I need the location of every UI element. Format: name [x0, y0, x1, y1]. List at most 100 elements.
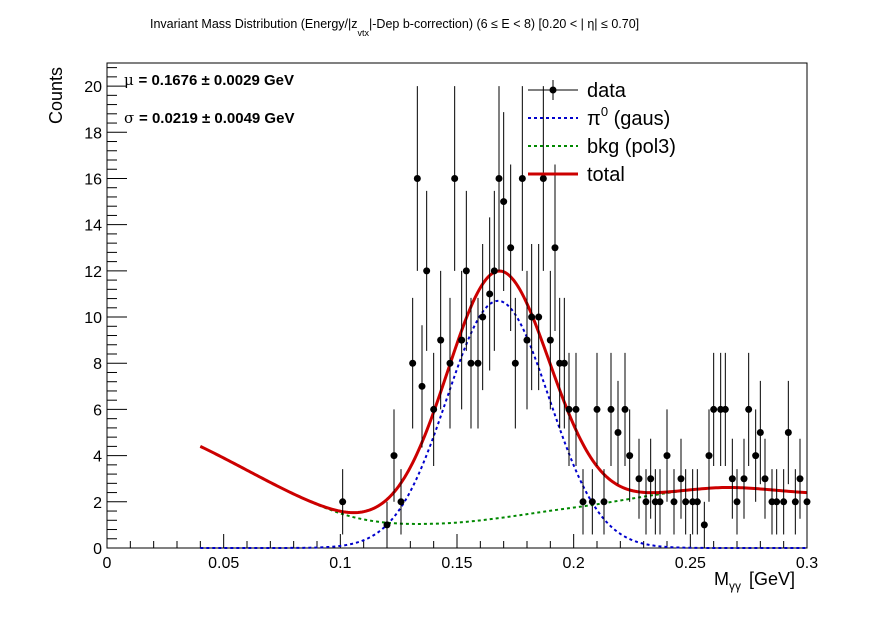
data-marker	[647, 475, 655, 483]
chart-title-main: Invariant Mass Distribution (Energy/|z	[150, 17, 358, 31]
data-point	[339, 469, 347, 535]
data-point	[796, 438, 804, 519]
y-tick-label: 2	[93, 495, 102, 512]
data-point	[663, 409, 671, 502]
data-marker	[437, 336, 445, 344]
data-point	[710, 352, 718, 467]
data-marker	[663, 452, 671, 460]
data-point	[430, 352, 438, 467]
x-axis-title-unit: [GeV]	[749, 569, 795, 589]
data-marker	[462, 267, 470, 275]
x-axis-title-subscript: γγ	[729, 579, 741, 593]
axes: 0 0.05 0.1 0.15 0.2 0.25 0.3 0 2 4 6 8 10 12 14 16 18 20	[84, 67, 818, 572]
data-point	[560, 297, 568, 429]
fit-stat-line: σ = 0.0219 ± 0.0049 GeV	[124, 109, 294, 127]
data-point	[490, 190, 498, 351]
data-marker	[423, 267, 431, 275]
data-point	[462, 190, 470, 351]
data-point	[677, 438, 685, 519]
data-point	[728, 438, 736, 519]
data-point	[390, 409, 398, 502]
data-marker	[784, 429, 792, 437]
data-point	[588, 469, 596, 535]
data-marker	[430, 405, 438, 413]
data-marker	[413, 174, 421, 182]
data-point	[642, 469, 650, 535]
data-point	[756, 380, 764, 485]
data-point	[593, 352, 601, 467]
legend-label: bkg (pol3)	[587, 136, 676, 158]
data-point	[635, 438, 643, 519]
data-points	[339, 86, 811, 548]
data-marker	[728, 475, 736, 483]
data-point	[791, 469, 799, 535]
data-marker	[682, 498, 690, 506]
x-tick-label: 0.3	[796, 555, 818, 572]
data-marker	[700, 521, 708, 529]
x-tick-label: 0.05	[208, 555, 239, 572]
data-marker	[523, 336, 531, 344]
data-point	[761, 438, 769, 519]
data-marker	[803, 498, 811, 506]
data-point	[656, 469, 664, 535]
data-marker	[479, 313, 487, 321]
data-marker	[677, 475, 685, 483]
data-point	[451, 86, 459, 271]
chart-title: Invariant Mass Distribution (Energy/|zvt…	[150, 17, 639, 38]
x-axis-title-main: M	[714, 569, 729, 589]
data-marker	[546, 336, 554, 344]
data-point	[423, 190, 431, 351]
data-point	[535, 244, 543, 391]
data-point	[784, 380, 792, 485]
data-marker	[539, 174, 547, 182]
legend-entry: bkg (pol3)	[528, 136, 676, 158]
data-marker	[572, 405, 580, 413]
legend-label: π0 (gaus)	[587, 104, 670, 130]
x-tick-label: 0.1	[329, 555, 351, 572]
x-tick-label: 0	[103, 555, 112, 572]
data-marker	[710, 405, 718, 413]
data-point	[693, 469, 701, 535]
data-marker	[518, 174, 526, 182]
data-point	[740, 438, 748, 519]
data-marker	[486, 290, 494, 298]
x-tick-label: 0.15	[441, 555, 472, 572]
stat-symbol: σ	[124, 109, 139, 127]
legend-label: total	[587, 164, 625, 186]
data-marker	[670, 498, 678, 506]
data-marker	[761, 475, 769, 483]
data-marker	[588, 498, 596, 506]
y-tick-label: 12	[84, 264, 102, 281]
data-marker	[446, 359, 454, 367]
data-marker	[656, 498, 664, 506]
data-marker	[535, 313, 543, 321]
data-marker	[551, 244, 559, 252]
y-tick-label: 16	[84, 171, 102, 188]
data-point	[565, 352, 573, 467]
data-point	[803, 469, 811, 535]
data-point	[647, 438, 655, 519]
data-marker	[593, 405, 601, 413]
data-marker	[756, 429, 764, 437]
data-point	[721, 352, 729, 467]
data-point	[614, 380, 622, 485]
data-marker	[740, 475, 748, 483]
chart-title-subscript: vtx	[358, 28, 370, 38]
data-marker	[490, 267, 498, 275]
data-point	[413, 86, 421, 271]
x-tick-label: 0.25	[675, 555, 706, 572]
data-point	[600, 469, 608, 535]
data-marker	[451, 174, 459, 182]
x-tick-label: 0.2	[563, 555, 585, 572]
data-marker	[390, 452, 398, 460]
data-marker	[733, 498, 741, 506]
gaus-fit-curve	[200, 299, 807, 549]
data-point	[495, 86, 503, 271]
data-marker	[474, 359, 482, 367]
data-point	[626, 409, 634, 502]
data-marker	[796, 475, 804, 483]
stat-value: = 0.1676 ± 0.0029 GeV	[139, 72, 294, 89]
data-point	[397, 469, 405, 535]
data-marker	[495, 174, 503, 182]
y-tick-label: 8	[93, 356, 102, 373]
